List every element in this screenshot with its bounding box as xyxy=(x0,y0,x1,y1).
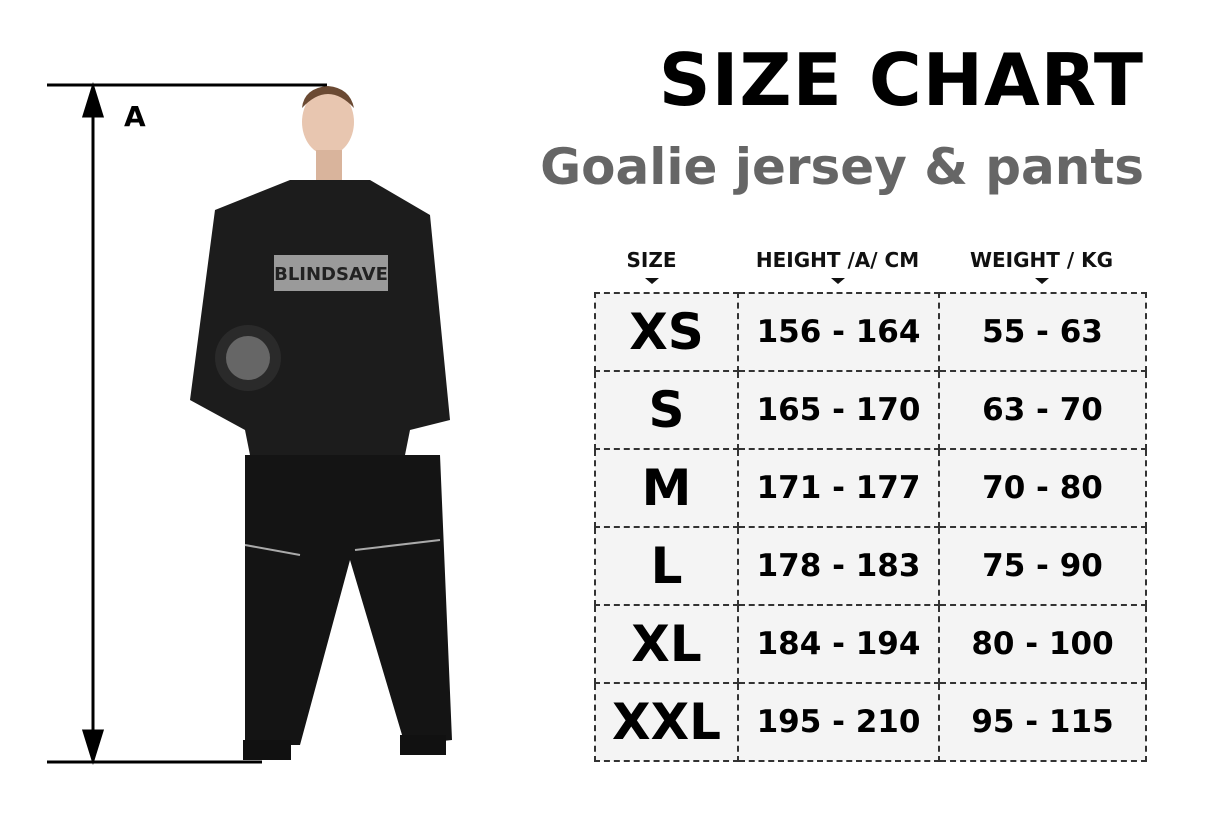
cell-size: S xyxy=(594,370,739,450)
page-title: SIZE CHART xyxy=(658,38,1144,122)
cell-weight: 70 - 80 xyxy=(938,448,1147,528)
cell-height: 184 - 194 xyxy=(737,604,940,684)
cell-size: XXL xyxy=(594,682,739,762)
header-weight-label: WEIGHT / KG xyxy=(969,248,1114,272)
header-size: SIZE xyxy=(594,248,709,284)
cell-size: L xyxy=(594,526,739,606)
goalie-figure-illustration: BLINDSAVE xyxy=(47,81,452,766)
cell-weight: 55 - 63 xyxy=(938,292,1147,372)
header-height-label: HEIGHT /A/ CM xyxy=(755,248,920,272)
cell-size: XS xyxy=(594,292,739,372)
cell-weight: 80 - 100 xyxy=(938,604,1147,684)
goalie-player-photo: BLINDSAVE xyxy=(190,86,452,760)
table-row: M 171 - 177 70 - 80 xyxy=(594,448,1147,528)
cell-height: 156 - 164 xyxy=(737,292,940,372)
cell-weight: 63 - 70 xyxy=(938,370,1147,450)
table-row: XL 184 - 194 80 - 100 xyxy=(594,604,1147,684)
cell-height: 195 - 210 xyxy=(737,682,940,762)
header-height: HEIGHT /A/ CM xyxy=(737,248,938,284)
cell-height: 171 - 177 xyxy=(737,448,940,528)
down-triangle-icon xyxy=(644,278,659,284)
cell-weight: 95 - 115 xyxy=(938,682,1147,762)
cell-size: XL xyxy=(594,604,739,684)
measure-label-a: A xyxy=(124,100,146,133)
size-table: XS 156 - 164 55 - 63 S 165 - 170 63 - 70 M 171 … xyxy=(594,292,1147,762)
table-row: XXL 195 - 210 95 - 115 xyxy=(594,682,1147,762)
header-size-label: SIZE xyxy=(626,248,677,272)
table-row: S 165 - 170 63 - 70 xyxy=(594,370,1147,450)
cell-height: 178 - 183 xyxy=(737,526,940,606)
cell-size: M xyxy=(594,448,739,528)
table-row: XS 156 - 164 55 - 63 xyxy=(594,292,1147,372)
page-subtitle: Goalie jersey & pants xyxy=(540,138,1144,196)
down-triangle-icon xyxy=(830,278,845,284)
header-weight: WEIGHT / KG xyxy=(938,248,1145,284)
height-measure-line xyxy=(47,81,327,766)
down-triangle-icon xyxy=(1034,278,1049,284)
table-row: L 178 - 183 75 - 90 xyxy=(594,526,1147,606)
svg-text:BLINDSAVE: BLINDSAVE xyxy=(274,264,388,285)
cell-weight: 75 - 90 xyxy=(938,526,1147,606)
cell-height: 165 - 170 xyxy=(737,370,940,450)
